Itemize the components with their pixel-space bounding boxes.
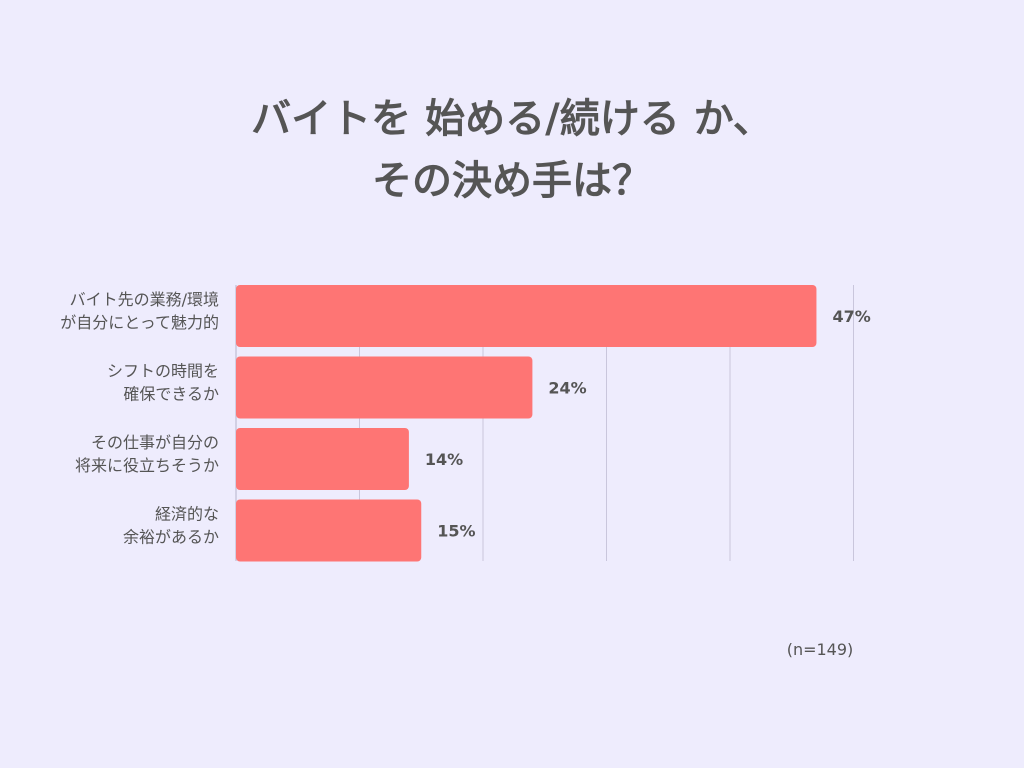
category-label: バイト先の業務/環境 (70, 290, 219, 309)
category-label: 余裕があるか (123, 528, 219, 547)
bar (236, 428, 409, 490)
bar (236, 285, 817, 347)
category-label: 経済的な (155, 505, 219, 524)
sample-size-note: (n=149) (786, 640, 854, 659)
category-label: 将来に役立ちそうか (75, 456, 219, 475)
bar-value-label: 24% (548, 379, 586, 398)
bar-value-label: 15% (437, 522, 475, 541)
category-label: その仕事が自分の (91, 433, 219, 452)
bar-value-label: 47% (832, 307, 870, 326)
chart-title-line1: バイトを 始める/続ける か、 (251, 96, 773, 142)
chart-title: バイトを 始める/続ける か、 その決め手は？ (0, 88, 1024, 212)
category-label: シフトの時間を (107, 362, 219, 381)
bar (236, 356, 533, 419)
category-label: が自分にとって魅力的 (60, 313, 219, 332)
bar-value-label: 14% (425, 450, 463, 469)
category-label: 確保できるか (123, 385, 219, 404)
bar (236, 499, 422, 562)
chart-title-line2: その決め手は？ (372, 158, 652, 204)
